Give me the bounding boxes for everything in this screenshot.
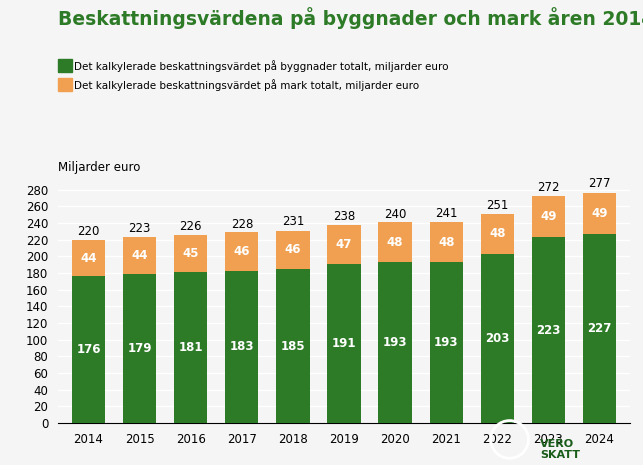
Bar bbox=[583, 193, 616, 234]
Bar bbox=[481, 254, 514, 423]
Bar bbox=[72, 276, 105, 423]
Text: 241: 241 bbox=[435, 207, 457, 220]
Text: 238: 238 bbox=[333, 210, 355, 223]
Bar bbox=[379, 222, 412, 262]
Text: VERO
SKATT: VERO SKATT bbox=[540, 439, 580, 460]
Bar bbox=[225, 232, 258, 271]
Text: Det kalkylerade beskattningsvärdet på mark totalt, miljarder euro: Det kalkylerade beskattningsvärdet på ma… bbox=[74, 79, 419, 91]
Text: 46: 46 bbox=[285, 243, 301, 256]
Bar bbox=[327, 225, 361, 264]
Text: 185: 185 bbox=[280, 339, 305, 352]
Text: 277: 277 bbox=[588, 177, 611, 190]
Text: 193: 193 bbox=[434, 336, 458, 349]
Bar bbox=[225, 271, 258, 423]
Text: 251: 251 bbox=[486, 199, 509, 212]
Text: 48: 48 bbox=[489, 227, 505, 240]
Bar bbox=[276, 231, 309, 269]
Text: 227: 227 bbox=[587, 322, 611, 335]
Text: 179: 179 bbox=[127, 342, 152, 355]
Text: 44: 44 bbox=[131, 249, 148, 262]
Text: 49: 49 bbox=[591, 207, 608, 220]
Text: 272: 272 bbox=[537, 181, 559, 194]
Bar bbox=[379, 262, 412, 423]
Bar bbox=[532, 237, 565, 423]
Text: 45: 45 bbox=[183, 247, 199, 260]
Bar bbox=[174, 272, 207, 423]
Bar bbox=[430, 262, 463, 423]
Text: 176: 176 bbox=[77, 343, 101, 356]
Text: 223: 223 bbox=[536, 324, 561, 337]
Text: 46: 46 bbox=[233, 245, 250, 258]
Text: 240: 240 bbox=[384, 208, 406, 221]
Text: Det kalkylerade beskattningsvärdet på byggnader totalt, miljarder euro: Det kalkylerade beskattningsvärdet på by… bbox=[74, 60, 448, 72]
Bar bbox=[123, 274, 156, 423]
Bar bbox=[481, 214, 514, 254]
Text: 47: 47 bbox=[336, 238, 352, 251]
Bar bbox=[532, 196, 565, 237]
Text: Miljarder euro: Miljarder euro bbox=[58, 161, 140, 174]
Text: 223: 223 bbox=[129, 222, 151, 235]
Text: 48: 48 bbox=[387, 236, 403, 249]
Text: 193: 193 bbox=[383, 336, 408, 349]
Text: 44: 44 bbox=[80, 252, 97, 265]
Text: 49: 49 bbox=[540, 210, 557, 223]
Text: 220: 220 bbox=[77, 225, 100, 238]
Bar bbox=[430, 222, 463, 262]
Text: 191: 191 bbox=[332, 337, 356, 350]
Text: 231: 231 bbox=[282, 215, 304, 228]
Bar bbox=[583, 234, 616, 423]
Text: 48: 48 bbox=[438, 236, 455, 249]
Text: Beskattningsvärdena på byggnader och mark åren 2014–2024: Beskattningsvärdena på byggnader och mar… bbox=[58, 7, 643, 29]
Bar bbox=[276, 269, 309, 423]
Text: 226: 226 bbox=[179, 219, 202, 232]
Bar bbox=[327, 264, 361, 423]
Bar bbox=[174, 235, 207, 272]
Text: 183: 183 bbox=[230, 340, 254, 353]
Bar bbox=[72, 240, 105, 276]
Text: 181: 181 bbox=[179, 341, 203, 354]
Text: 228: 228 bbox=[231, 218, 253, 231]
Bar bbox=[123, 237, 156, 274]
Text: 203: 203 bbox=[485, 332, 509, 345]
